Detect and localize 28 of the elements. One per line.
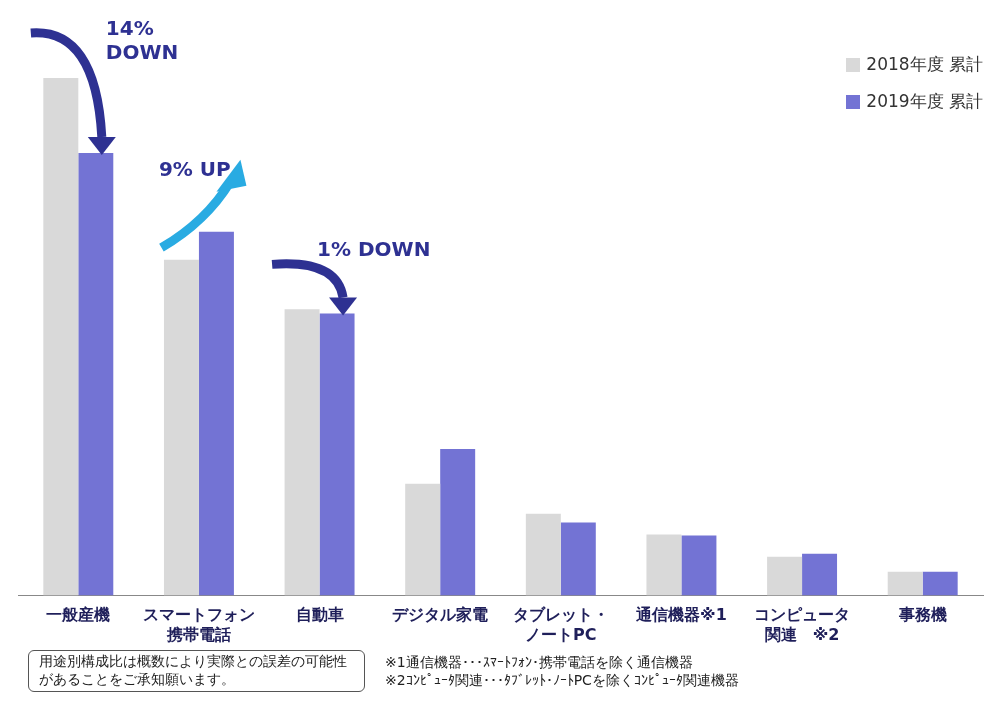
- annotation: 1% DOWN: [317, 237, 431, 262]
- x-tick-label: デジタル家電: [392, 605, 489, 625]
- x-tick-label: 自動車: [295, 605, 344, 625]
- annotation: 14% DOWN: [105, 16, 180, 64]
- x-tick-label: 事務機: [897, 605, 947, 625]
- text: ※1通信機器･･･ｽﾏｰﾄﾌｫﾝ･携帯電話を除く通信機器: [385, 654, 694, 672]
- bar: [887, 571, 923, 596]
- text: 用途別構成比は概数により実際との誤差の可能性があることをご承知願います。: [28, 650, 365, 692]
- bar: [646, 534, 682, 596]
- legend-label: 2019年度 累計: [866, 90, 983, 113]
- x-tick-label: コンピュータ関連 ※2: [754, 605, 851, 644]
- legend-label: 2018年度 累計: [866, 53, 983, 76]
- bar: [767, 556, 803, 596]
- bar: [163, 259, 199, 596]
- x-tick-label: スマートフォン携帯電話: [142, 605, 255, 644]
- x-tick-label: 一般産機: [46, 605, 111, 625]
- annotation: 9% UP: [158, 156, 231, 181]
- bar: [525, 513, 561, 596]
- text: ※2ｺﾝﾋﾟｭｰﾀ関連･･･ﾀﾌﾞﾚｯﾄ･ﾉｰﾄPCを除くｺﾝﾋﾟｭｰﾀ関連機器: [385, 672, 739, 690]
- x-tick-label: タブレット・ノートPC: [512, 605, 609, 644]
- bar: [802, 553, 838, 596]
- bar: [681, 535, 717, 596]
- x-tick-label: 通信機器※1: [635, 605, 727, 625]
- bar: [440, 449, 476, 596]
- bar: [405, 483, 441, 596]
- bar: [284, 309, 320, 596]
- bar: [560, 522, 596, 596]
- bar: [922, 571, 958, 596]
